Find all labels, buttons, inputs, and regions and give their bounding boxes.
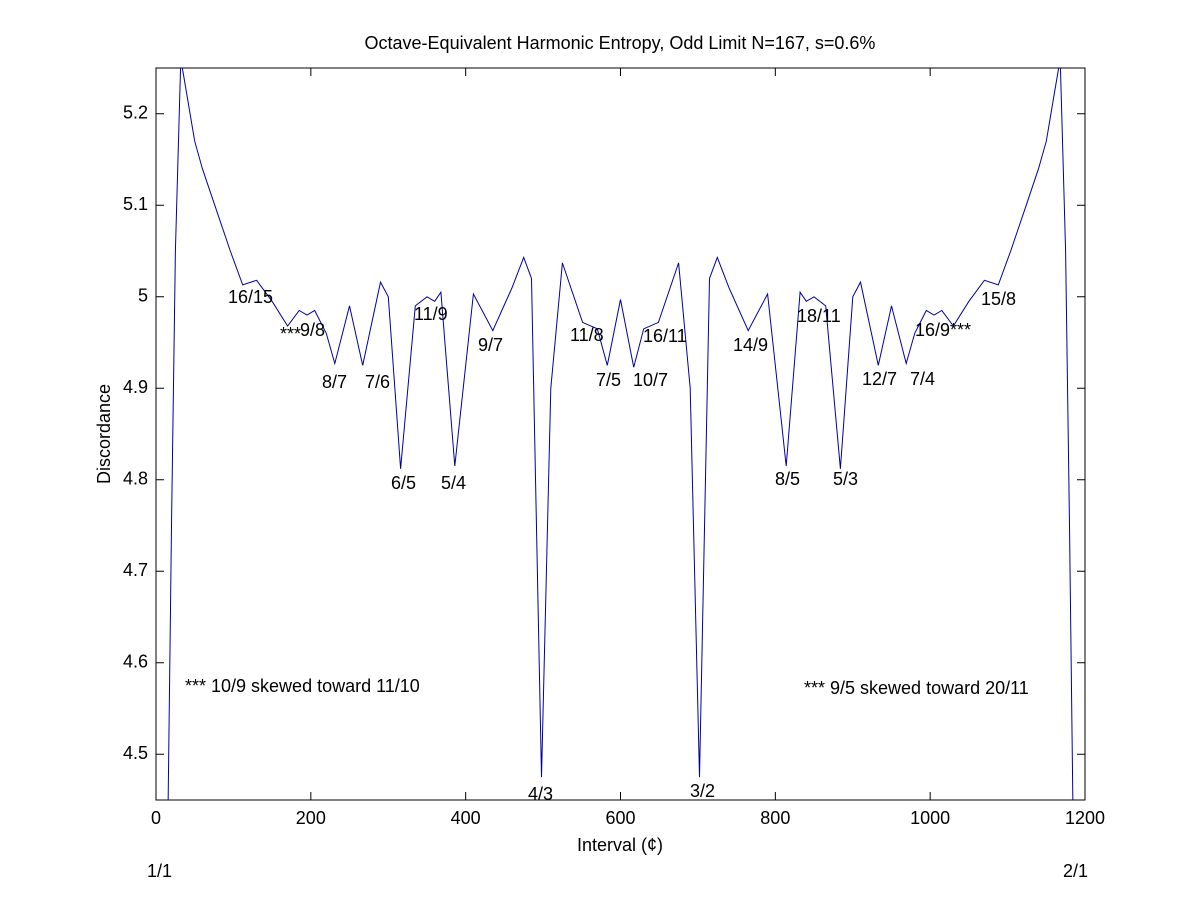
y-tick-label: 4.5 (123, 743, 148, 763)
x-tick-label: 1200 (1065, 808, 1105, 828)
annotation: 11/8 (570, 325, 604, 345)
annotation: 10/7 (633, 370, 668, 390)
annotation: 2/1 (1063, 861, 1088, 881)
annotation: 11/9 (414, 304, 448, 324)
annotation: 9/7 (478, 335, 503, 355)
y-tick-label: 5.1 (123, 194, 148, 214)
annotation: 16/9 (915, 320, 950, 340)
annotation: 15/8 (981, 289, 1016, 309)
annotation: 5/4 (441, 473, 466, 493)
annotation: 12/7 (862, 369, 897, 389)
annotation: 4/3 (528, 784, 553, 804)
annotation: 3/2 (690, 781, 715, 801)
x-tick-label: 200 (296, 808, 326, 828)
annotation: 1/1 (147, 861, 172, 881)
annotation: 6/5 (391, 473, 416, 493)
x-tick-label: 600 (605, 808, 635, 828)
annotation: 5/3 (833, 469, 858, 489)
y-tick-label: 4.9 (123, 377, 148, 397)
annotation: 16/11 (643, 326, 687, 346)
x-tick-label: 1000 (910, 808, 950, 828)
annotation: 8/5 (775, 469, 800, 489)
x-tick-label: 0 (151, 808, 161, 828)
annotation: 16/15 (228, 287, 273, 307)
y-axis-label: Discordance (94, 384, 114, 484)
annotation: 9/8 (300, 320, 325, 340)
annotation: 7/4 (910, 369, 935, 389)
y-tick-label: 4.8 (123, 469, 148, 489)
annotation: *** (950, 320, 971, 340)
line-series (167, 68, 1074, 800)
annotation: 8/7 (322, 372, 347, 392)
y-tick-label: 5.2 (123, 103, 148, 123)
annotation: *** (280, 324, 301, 344)
x-axis-label: Interval (¢) (577, 835, 663, 855)
y-tick-label: 4.6 (123, 652, 148, 672)
annotation: 14/9 (733, 335, 768, 355)
chart-title: Octave-Equivalent Harmonic Entropy, Odd … (365, 33, 876, 53)
annotation: *** 9/5 skewed toward 20/11 (804, 678, 1029, 698)
annotation: 18/11 (797, 306, 841, 326)
x-tick-label: 800 (760, 808, 790, 828)
y-tick-label: 5 (138, 286, 148, 306)
annotation: *** 10/9 skewed toward 11/10 (185, 676, 420, 696)
x-tick-label: 400 (451, 808, 481, 828)
annotation: 7/6 (365, 372, 390, 392)
y-tick-label: 4.7 (123, 560, 148, 580)
annotation: 7/5 (596, 370, 621, 390)
